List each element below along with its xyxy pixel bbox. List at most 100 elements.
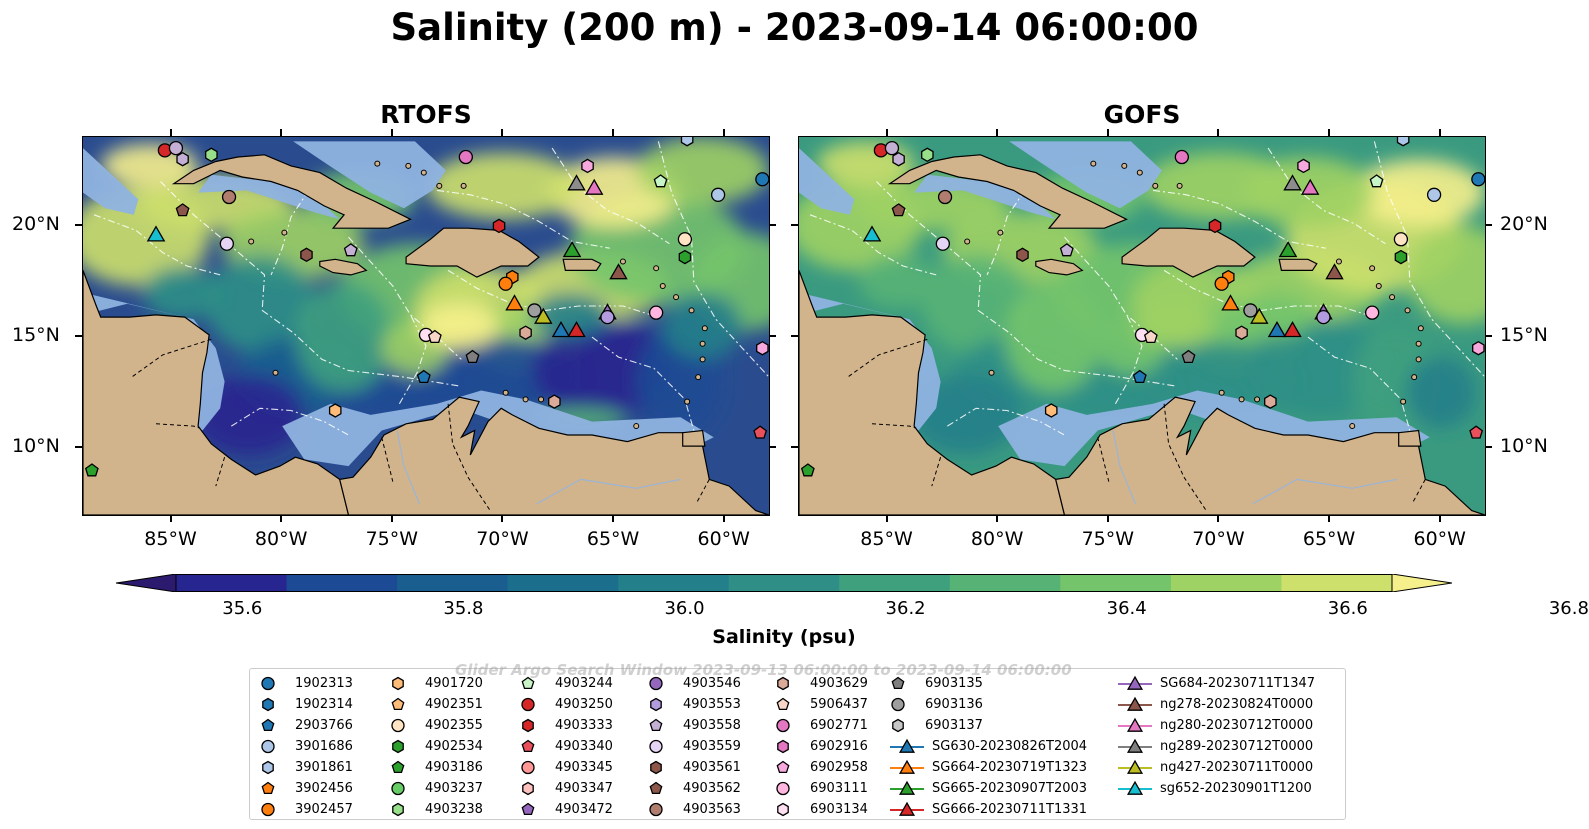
observation-marker-triangle — [1221, 294, 1240, 311]
legend-entry-label: 6902958 — [810, 760, 868, 775]
small-island — [1417, 325, 1424, 332]
observation-marker-hexagon — [650, 697, 662, 712]
small-island — [272, 369, 279, 376]
small-island — [699, 340, 706, 347]
salinity-feature — [295, 281, 393, 393]
legend-entry-label: 4903237 — [425, 781, 483, 796]
land-puerto-rico — [1278, 258, 1318, 271]
observation-marker-triangle — [584, 178, 604, 195]
eez-boundary — [398, 314, 427, 405]
observation-marker-triangle — [567, 320, 586, 338]
observation-marker-circle — [391, 718, 405, 733]
small-island — [701, 325, 708, 332]
observation-marker-hexagon — [777, 676, 789, 691]
observation-marker-hexagon — [650, 760, 662, 775]
observation-marker-pentagon — [649, 781, 663, 795]
legend-entry-label: 4903340 — [555, 739, 613, 754]
legend-marker-icon — [262, 697, 274, 712]
observation-marker-pentagon — [800, 463, 815, 477]
legend-marker-icon — [1118, 696, 1152, 711]
observation-marker-triangle — [1283, 320, 1302, 338]
tick-mark — [1328, 129, 1331, 136]
observation-marker-hexagon — [1208, 218, 1222, 234]
continental-shelf — [914, 174, 1056, 220]
country-border — [871, 423, 917, 429]
tick-mark — [1485, 446, 1492, 449]
colorbar-min-extend — [116, 574, 177, 592]
country-border — [931, 457, 942, 487]
legend-marker-icon — [650, 697, 662, 712]
legend-entry-label: SG684-20230711T1347 — [1160, 676, 1316, 691]
eez-boundary — [93, 214, 221, 276]
country-border — [1411, 479, 1426, 505]
legend-marker-icon — [261, 739, 275, 754]
legend-entry-label: 4903347 — [555, 781, 613, 796]
eez-boundary — [261, 309, 460, 387]
legend-marker-icon — [1118, 738, 1152, 753]
observation-marker-triangle — [898, 759, 916, 774]
colorbar-segment — [949, 574, 1061, 592]
tick-mark — [1217, 515, 1220, 522]
legend-marker-icon — [392, 676, 404, 691]
panel-title-rtofs: RTOFS — [380, 100, 472, 129]
observation-marker-triangle — [1126, 738, 1144, 753]
observation-marker-pentagon — [1181, 349, 1196, 364]
observation-marker-triangle — [898, 780, 916, 795]
lon-tick-label: 70°W — [476, 528, 529, 550]
country-border — [155, 423, 201, 429]
observation-marker-circle — [1316, 309, 1331, 325]
land-south-america — [338, 396, 769, 515]
tick-mark — [612, 129, 615, 136]
country-border — [1097, 437, 1110, 482]
observation-marker-pentagon — [891, 676, 905, 690]
legend-entry-label: 6903134 — [810, 802, 868, 817]
continental-shelf — [293, 141, 446, 209]
tick-mark — [390, 129, 393, 136]
small-island — [1176, 182, 1183, 189]
tick-mark — [169, 129, 172, 136]
observation-marker-pentagon — [175, 203, 190, 217]
observation-marker-circle — [168, 140, 184, 156]
lon-tick-label: 65°W — [586, 528, 640, 550]
legend-marker-icon — [777, 802, 789, 817]
observation-marker-circle — [1426, 187, 1442, 202]
small-island — [619, 258, 626, 265]
legend-entry-label: SG664-20230719T1323 — [932, 760, 1088, 775]
observation-marker-pentagon — [1469, 425, 1484, 439]
legend-marker-icon — [1118, 717, 1152, 732]
salinity-feature — [1407, 225, 1485, 324]
legend-entry-label: 4903333 — [555, 718, 613, 733]
observation-marker-pentagon — [427, 329, 442, 344]
observation-marker-hexagon — [262, 760, 274, 775]
legend-marker-icon — [522, 781, 534, 796]
land-jamaica — [1035, 258, 1084, 276]
observation-marker-circle — [935, 236, 950, 251]
small-island — [281, 229, 288, 236]
observation-marker-circle — [891, 697, 905, 712]
small-island — [522, 396, 529, 403]
observation-marker-circle — [755, 172, 769, 187]
tick-mark — [722, 515, 725, 522]
lon-tick-label: 60°W — [1413, 528, 1466, 550]
small-island — [436, 182, 443, 189]
eez-boundary — [551, 147, 670, 245]
eez-boundary — [231, 407, 349, 436]
legend-marker-icon — [392, 739, 404, 754]
observation-marker-pentagon — [465, 349, 480, 364]
small-island — [659, 282, 666, 289]
country-border — [381, 437, 394, 482]
tick-mark — [885, 515, 888, 522]
legend-entry-label: 6902916 — [810, 739, 868, 754]
legend-entry-label: 3901686 — [295, 739, 353, 754]
legend-marker-icon — [776, 760, 790, 774]
observation-marker-hexagon — [1472, 340, 1485, 356]
salinity-feature — [636, 137, 769, 204]
eez-boundary — [447, 269, 659, 318]
observation-marker-hexagon — [392, 802, 404, 817]
observation-marker-circle — [521, 697, 535, 712]
observation-marker-pentagon — [776, 760, 790, 774]
colorbar-tick-label: 36.8 — [1548, 598, 1589, 619]
small-island — [1389, 294, 1396, 301]
tick-mark — [1217, 129, 1220, 136]
observation-marker-hexagon — [1297, 158, 1310, 174]
